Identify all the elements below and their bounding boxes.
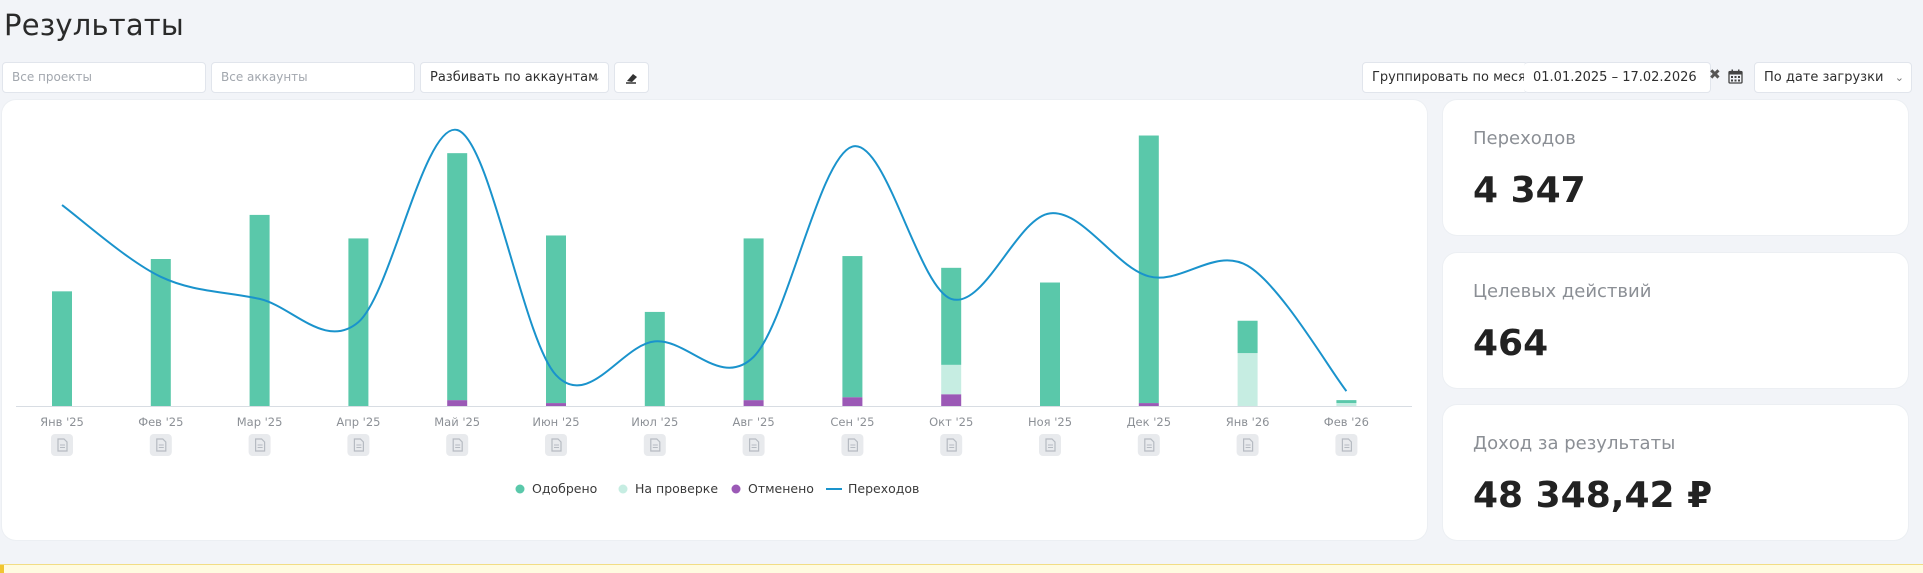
date-range-field[interactable]: 01.01.2025 – 17.02.2026 <box>1524 62 1711 93</box>
document-icon[interactable] <box>643 434 666 456</box>
results-chart-card: Янв '25 Фев '25 Мар '25 Апр '25 Май '25 Июн '… <box>2 100 1427 540</box>
bar-cancelled-4[interactable] <box>447 400 468 406</box>
bar-approved-5[interactable] <box>546 235 566 404</box>
results-chart: Янв '25 Фев '25 Мар '25 Апр '25 Май '25 Июн '… <box>16 128 1412 496</box>
bar-approved-4[interactable] <box>447 153 468 401</box>
document-icon[interactable] <box>347 434 370 456</box>
bar-cancelled-8[interactable] <box>842 397 863 406</box>
date-range-value: 01.01.2025 – 17.02.2026 <box>1533 70 1697 85</box>
bar-approved-2[interactable] <box>249 214 270 406</box>
legend-entry[interactable]: Отменено <box>748 481 814 496</box>
bar-cancelled-7[interactable] <box>743 400 764 406</box>
document-icon[interactable] <box>1137 434 1160 456</box>
x-tick-label: Окт '25 <box>929 415 973 429</box>
bar-cancelled-5[interactable] <box>546 403 566 406</box>
x-tick-label: Июн '25 <box>532 415 579 429</box>
bar-approved-0[interactable] <box>52 291 72 406</box>
bar-pending-9[interactable] <box>941 364 962 395</box>
document-icon[interactable] <box>1335 434 1358 456</box>
x-tick-label: Дек '25 <box>1127 415 1171 429</box>
bar-pending-13[interactable] <box>1336 403 1357 406</box>
bar-cancelled-9[interactable] <box>941 394 962 406</box>
bar-approved-6[interactable] <box>644 311 665 406</box>
legend-entry[interactable]: Одобрено <box>532 481 597 496</box>
eraser-icon <box>625 74 637 84</box>
stat-label-actions: Целевых действий <box>1473 281 1652 302</box>
x-tick-label: Мар '25 <box>237 415 283 429</box>
x-tick-label: Янв '25 <box>40 415 84 429</box>
x-tick-label: Сен '25 <box>830 415 874 429</box>
document-icon[interactable] <box>742 434 765 456</box>
document-icon[interactable] <box>149 434 172 456</box>
bar-approved-13[interactable] <box>1336 400 1357 404</box>
document-icon[interactable] <box>940 434 963 456</box>
group-by-value: Группировать по месяцам <box>1372 70 1527 85</box>
document-icon[interactable] <box>446 434 469 456</box>
bar-approved-8[interactable] <box>842 256 863 398</box>
legend-marker <box>515 484 525 494</box>
close-icon[interactable]: ✖ <box>1709 67 1721 83</box>
x-tick-label: Май '25 <box>434 415 480 429</box>
x-tick-label: Фев '25 <box>138 415 183 429</box>
x-tick-label: Янв '26 <box>1226 415 1270 429</box>
x-tick-label: Ноя '25 <box>1028 415 1072 429</box>
filters-toolbar: Разбивать по аккаунтам ⌄ Группировать по… <box>0 62 1923 95</box>
split-by-value: Разбивать по аккаунтам <box>430 70 598 85</box>
document-icon[interactable] <box>841 434 864 456</box>
stat-card-income: Доход за результаты 48 348,42 ₽ <box>1443 405 1908 540</box>
bar-approved-7[interactable] <box>743 238 764 401</box>
bar-approved-9[interactable] <box>941 267 962 365</box>
legend-entry[interactable]: На проверке <box>635 481 718 496</box>
accounts-filter[interactable] <box>211 62 415 93</box>
sort-by-value: По дате загрузки <box>1764 70 1884 85</box>
projects-input[interactable] <box>12 70 196 84</box>
stat-label-clicks: Переходов <box>1473 128 1576 149</box>
legend-marker <box>731 484 741 494</box>
accounts-input[interactable] <box>221 70 405 84</box>
sort-by-select[interactable]: По дате загрузки ⌄ <box>1754 62 1912 93</box>
x-tick-label: Апр '25 <box>336 415 380 429</box>
calendar-icon[interactable] <box>1728 69 1743 84</box>
stat-value-clicks: 4 347 <box>1473 170 1586 211</box>
stat-card-clicks: Переходов 4 347 <box>1443 100 1908 235</box>
bar-approved-12[interactable] <box>1237 320 1258 354</box>
stat-value-actions: 464 <box>1473 323 1549 364</box>
notice-bar <box>0 564 1923 573</box>
projects-filter[interactable] <box>2 62 206 93</box>
document-icon[interactable] <box>51 434 73 456</box>
bar-approved-10[interactable] <box>1040 282 1060 406</box>
clear-filters-button[interactable] <box>614 62 649 93</box>
document-icon[interactable] <box>1039 434 1061 456</box>
split-by-select[interactable]: Разбивать по аккаунтам ⌄ <box>420 62 609 93</box>
x-tick-label: Июл '25 <box>631 415 678 429</box>
group-by-select[interactable]: Группировать по месяцам <box>1362 62 1528 93</box>
bar-cancelled-11[interactable] <box>1138 403 1159 406</box>
x-tick-label: Авг '25 <box>733 415 775 429</box>
stat-value-income: 48 348,42 ₽ <box>1473 475 1713 516</box>
chevron-down-icon: ⌄ <box>591 71 601 84</box>
document-icon[interactable] <box>248 434 271 456</box>
document-icon[interactable] <box>545 434 567 456</box>
stat-card-actions: Целевых действий 464 <box>1443 253 1908 388</box>
chevron-down-icon: ⌄ <box>1894 71 1904 84</box>
legend-entry[interactable]: Переходов <box>848 481 919 496</box>
legend-marker <box>618 484 628 494</box>
bar-approved-11[interactable] <box>1138 135 1159 404</box>
bar-pending-12[interactable] <box>1237 353 1258 406</box>
page-title: Результаты <box>4 8 184 42</box>
stat-label-income: Доход за результаты <box>1473 433 1676 454</box>
x-tick-label: Фев '26 <box>1324 415 1369 429</box>
bar-approved-1[interactable] <box>150 259 171 406</box>
document-icon[interactable] <box>1236 434 1259 456</box>
series-line-clicks <box>61 128 1348 392</box>
